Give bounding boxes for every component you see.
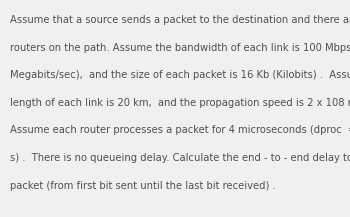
Text: Assume that a source sends a packet to the destination and there are 4: Assume that a source sends a packet to t… <box>10 15 350 25</box>
Text: packet (from first bit sent until the last bit received) .: packet (from first bit sent until the la… <box>10 181 276 191</box>
Text: length of each link is 20 km,  and the propagation speed is 2 x 108 m/s.: length of each link is 20 km, and the pr… <box>10 98 350 108</box>
Text: Assume each router processes a packet for 4 microseconds (dproc  =  4 \mu: Assume each router processes a packet fo… <box>10 125 350 135</box>
Text: Megabits/sec),  and the size of each packet is 16 Kb (Kilobits) .  Assume the: Megabits/sec), and the size of each pack… <box>10 70 350 80</box>
Text: s) .  There is no queueing delay. Calculate the end - to - end delay to this: s) . There is no queueing delay. Calcula… <box>10 153 350 163</box>
Text: routers on the path. Assume the bandwidth of each link is 100 Mbps (: routers on the path. Assume the bandwidt… <box>10 43 350 53</box>
